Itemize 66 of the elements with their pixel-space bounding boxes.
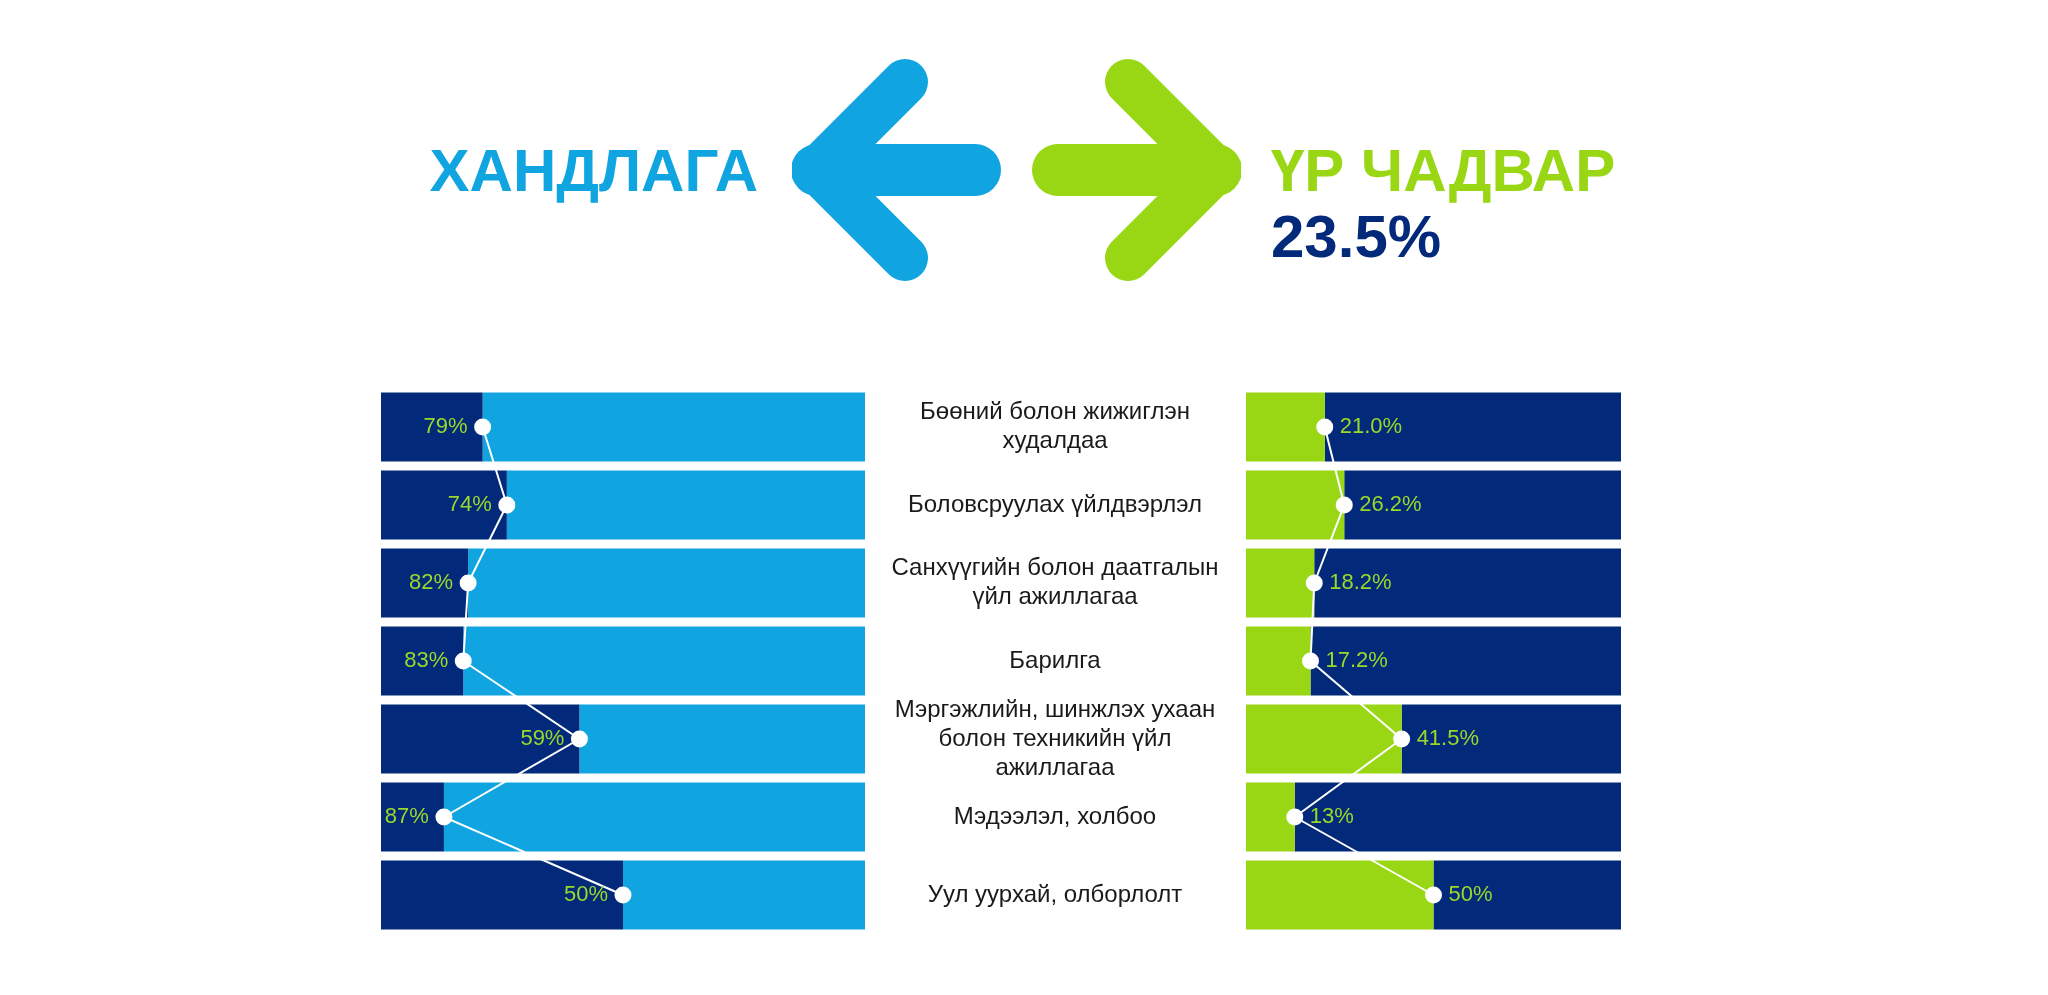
bar — [1310, 626, 1621, 696]
bar — [506, 470, 865, 540]
bar — [381, 392, 483, 462]
bar — [1324, 392, 1621, 462]
data-label: 83% — [404, 647, 449, 673]
point — [1335, 496, 1353, 514]
data-label: 41.5% — [1416, 725, 1480, 751]
bar — [1314, 548, 1621, 618]
y-tick-label: Мэдээлэл, холбоо — [953, 801, 1157, 829]
point — [454, 652, 472, 670]
data-label: 18.2% — [1329, 569, 1392, 595]
bar — [1344, 470, 1621, 540]
point — [614, 886, 632, 904]
y-tick-label: Бөөний болон жижиглэн худалдаа — [920, 397, 1190, 454]
bar — [1246, 860, 1434, 930]
data-label: 26.2% — [1359, 491, 1422, 517]
chart-subtitle: 23.5% — [1271, 203, 1442, 270]
bar — [1246, 392, 1325, 462]
point — [1425, 886, 1442, 904]
data-label: 87% — [384, 803, 429, 829]
point — [1302, 652, 1319, 670]
data-label: 21.0% — [1339, 413, 1403, 439]
point — [474, 418, 492, 436]
bar — [381, 626, 464, 696]
bar — [1246, 704, 1402, 774]
point — [459, 574, 477, 592]
bar — [1246, 470, 1345, 540]
data-label: 50% — [563, 881, 608, 907]
bar — [381, 704, 580, 774]
data-label: 13% — [1309, 803, 1354, 829]
chart-title: ҮР ЧАДВАР — [1271, 137, 1616, 204]
bar — [381, 860, 623, 930]
data-label: 50% — [1448, 881, 1493, 907]
y-tick-label: Уул уурхай, олборлолт — [927, 879, 1183, 907]
bar — [381, 470, 507, 540]
bar — [463, 626, 865, 696]
point — [1286, 808, 1304, 826]
bar — [1246, 626, 1311, 696]
bar — [381, 548, 469, 618]
data-label: 74% — [447, 491, 492, 517]
bar — [482, 392, 865, 462]
bar — [1401, 704, 1621, 774]
y-tick-label: Боловсруулах үйлдвэрлэл — [908, 489, 1202, 517]
bar — [381, 782, 444, 852]
point — [1305, 574, 1323, 592]
data-label: 59% — [520, 725, 565, 751]
bar — [1433, 860, 1621, 930]
point — [1316, 418, 1334, 436]
bar — [1246, 782, 1295, 852]
y-tick-label: Санхүүгийн болон даатгалын үйл ажиллагаа — [891, 553, 1219, 610]
bar — [468, 548, 865, 618]
point — [570, 730, 588, 748]
bar — [443, 782, 865, 852]
point — [498, 496, 516, 514]
chart-title: ХАНДЛАГА — [429, 137, 758, 204]
bar — [579, 704, 865, 774]
bar — [1294, 782, 1621, 852]
point — [1393, 730, 1411, 748]
bar — [623, 860, 865, 930]
point — [435, 808, 453, 826]
data-label: 79% — [423, 413, 468, 439]
y-tick-label: Барилга — [1009, 645, 1102, 673]
bar — [1246, 548, 1315, 618]
data-label: 82% — [409, 569, 454, 595]
data-label: 17.2% — [1325, 647, 1388, 673]
y-tick-label: Мэргэжлийн, шинжлэх ухаан болон техникийн үйл ажиллагаа — [894, 694, 1216, 780]
